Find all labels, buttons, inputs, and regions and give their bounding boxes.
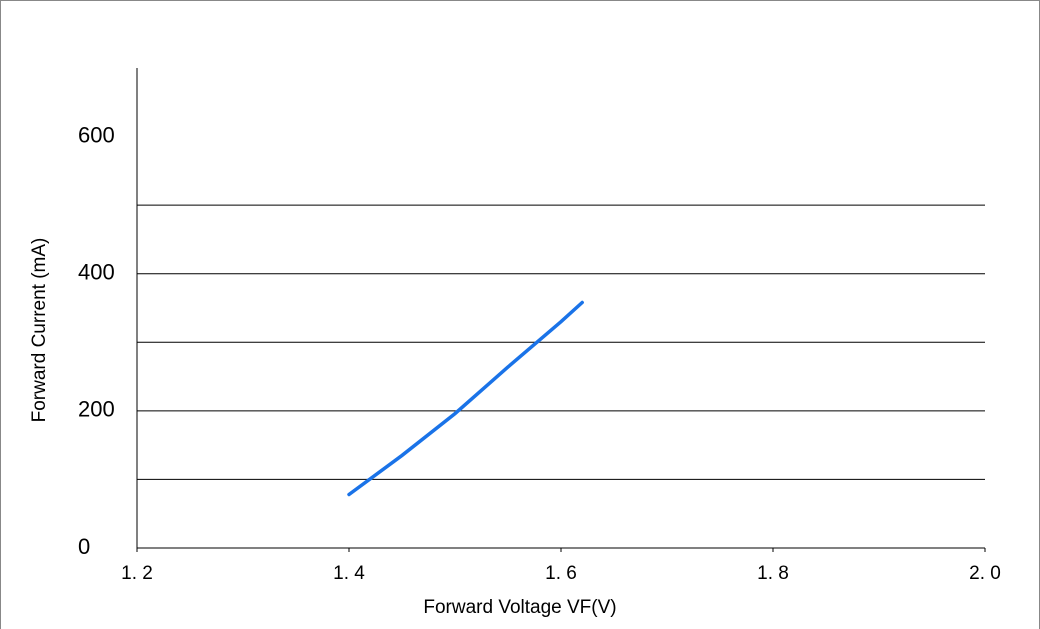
x-axis-title: Forward Voltage VF(V) (423, 597, 616, 618)
y-tick-label: 0 (78, 534, 90, 559)
x-tick-label: 1. 4 (333, 563, 365, 584)
x-tick-label: 1. 2 (121, 563, 153, 584)
y-tick-label: 400 (78, 260, 115, 285)
x-tick-label: 2. 0 (969, 563, 1001, 584)
y-axis-title: Forward Current (mA) (29, 238, 50, 423)
data-line (349, 303, 582, 495)
y-tick-label: 600 (78, 122, 115, 147)
x-tick-label: 1. 8 (757, 563, 789, 584)
page: {"chart_data": {"type": "line", "x_label… (0, 0, 1040, 629)
chart: Forward Current (mA) Forward Voltage VF(… (0, 0, 1040, 629)
frame (1, 1, 1040, 629)
x-tick-label: 1. 6 (545, 563, 577, 584)
y-tick-label: 200 (78, 397, 115, 422)
